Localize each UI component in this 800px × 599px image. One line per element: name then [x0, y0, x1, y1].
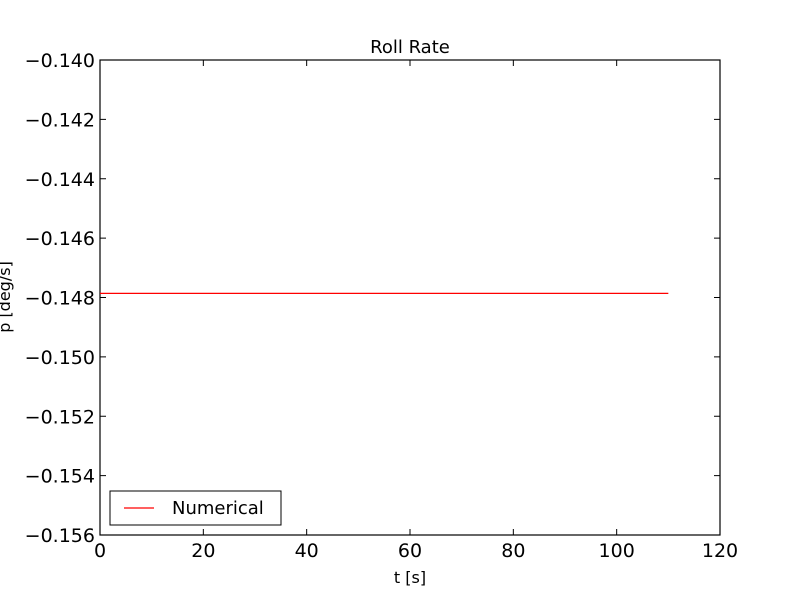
- legend-label: Numerical: [172, 498, 264, 519]
- y-tick-label: −0.156: [25, 525, 95, 547]
- x-tick-label: 0: [94, 540, 106, 562]
- y-tick-label: −0.140: [25, 50, 95, 72]
- x-tick-label: 40: [295, 540, 319, 562]
- x-tick-label: 60: [398, 540, 422, 562]
- x-tick-label: 80: [501, 540, 525, 562]
- x-tick-label: 100: [599, 540, 635, 562]
- y-tick-label: −0.154: [25, 466, 95, 488]
- x-axis-label: t [s]: [394, 568, 426, 587]
- y-tick-label: −0.150: [25, 347, 95, 369]
- x-tick-label: 20: [191, 540, 215, 562]
- y-tick-label: −0.142: [25, 109, 95, 131]
- y-tick-label: −0.148: [25, 288, 95, 310]
- plot-area: 0 20 40 60 80 100 120 −0.140 −0.142 −0.144 −0.146 −…: [25, 50, 738, 562]
- y-tick-label: −0.152: [25, 406, 95, 428]
- y-tick-label: −0.144: [25, 169, 95, 191]
- y-tick-label: −0.146: [25, 228, 95, 250]
- plot-frame: [99, 59, 721, 536]
- y-axis-label: p [deg/s]: [0, 261, 14, 333]
- chart-title: Roll Rate: [370, 37, 450, 58]
- x-tick-label: 120: [702, 540, 738, 562]
